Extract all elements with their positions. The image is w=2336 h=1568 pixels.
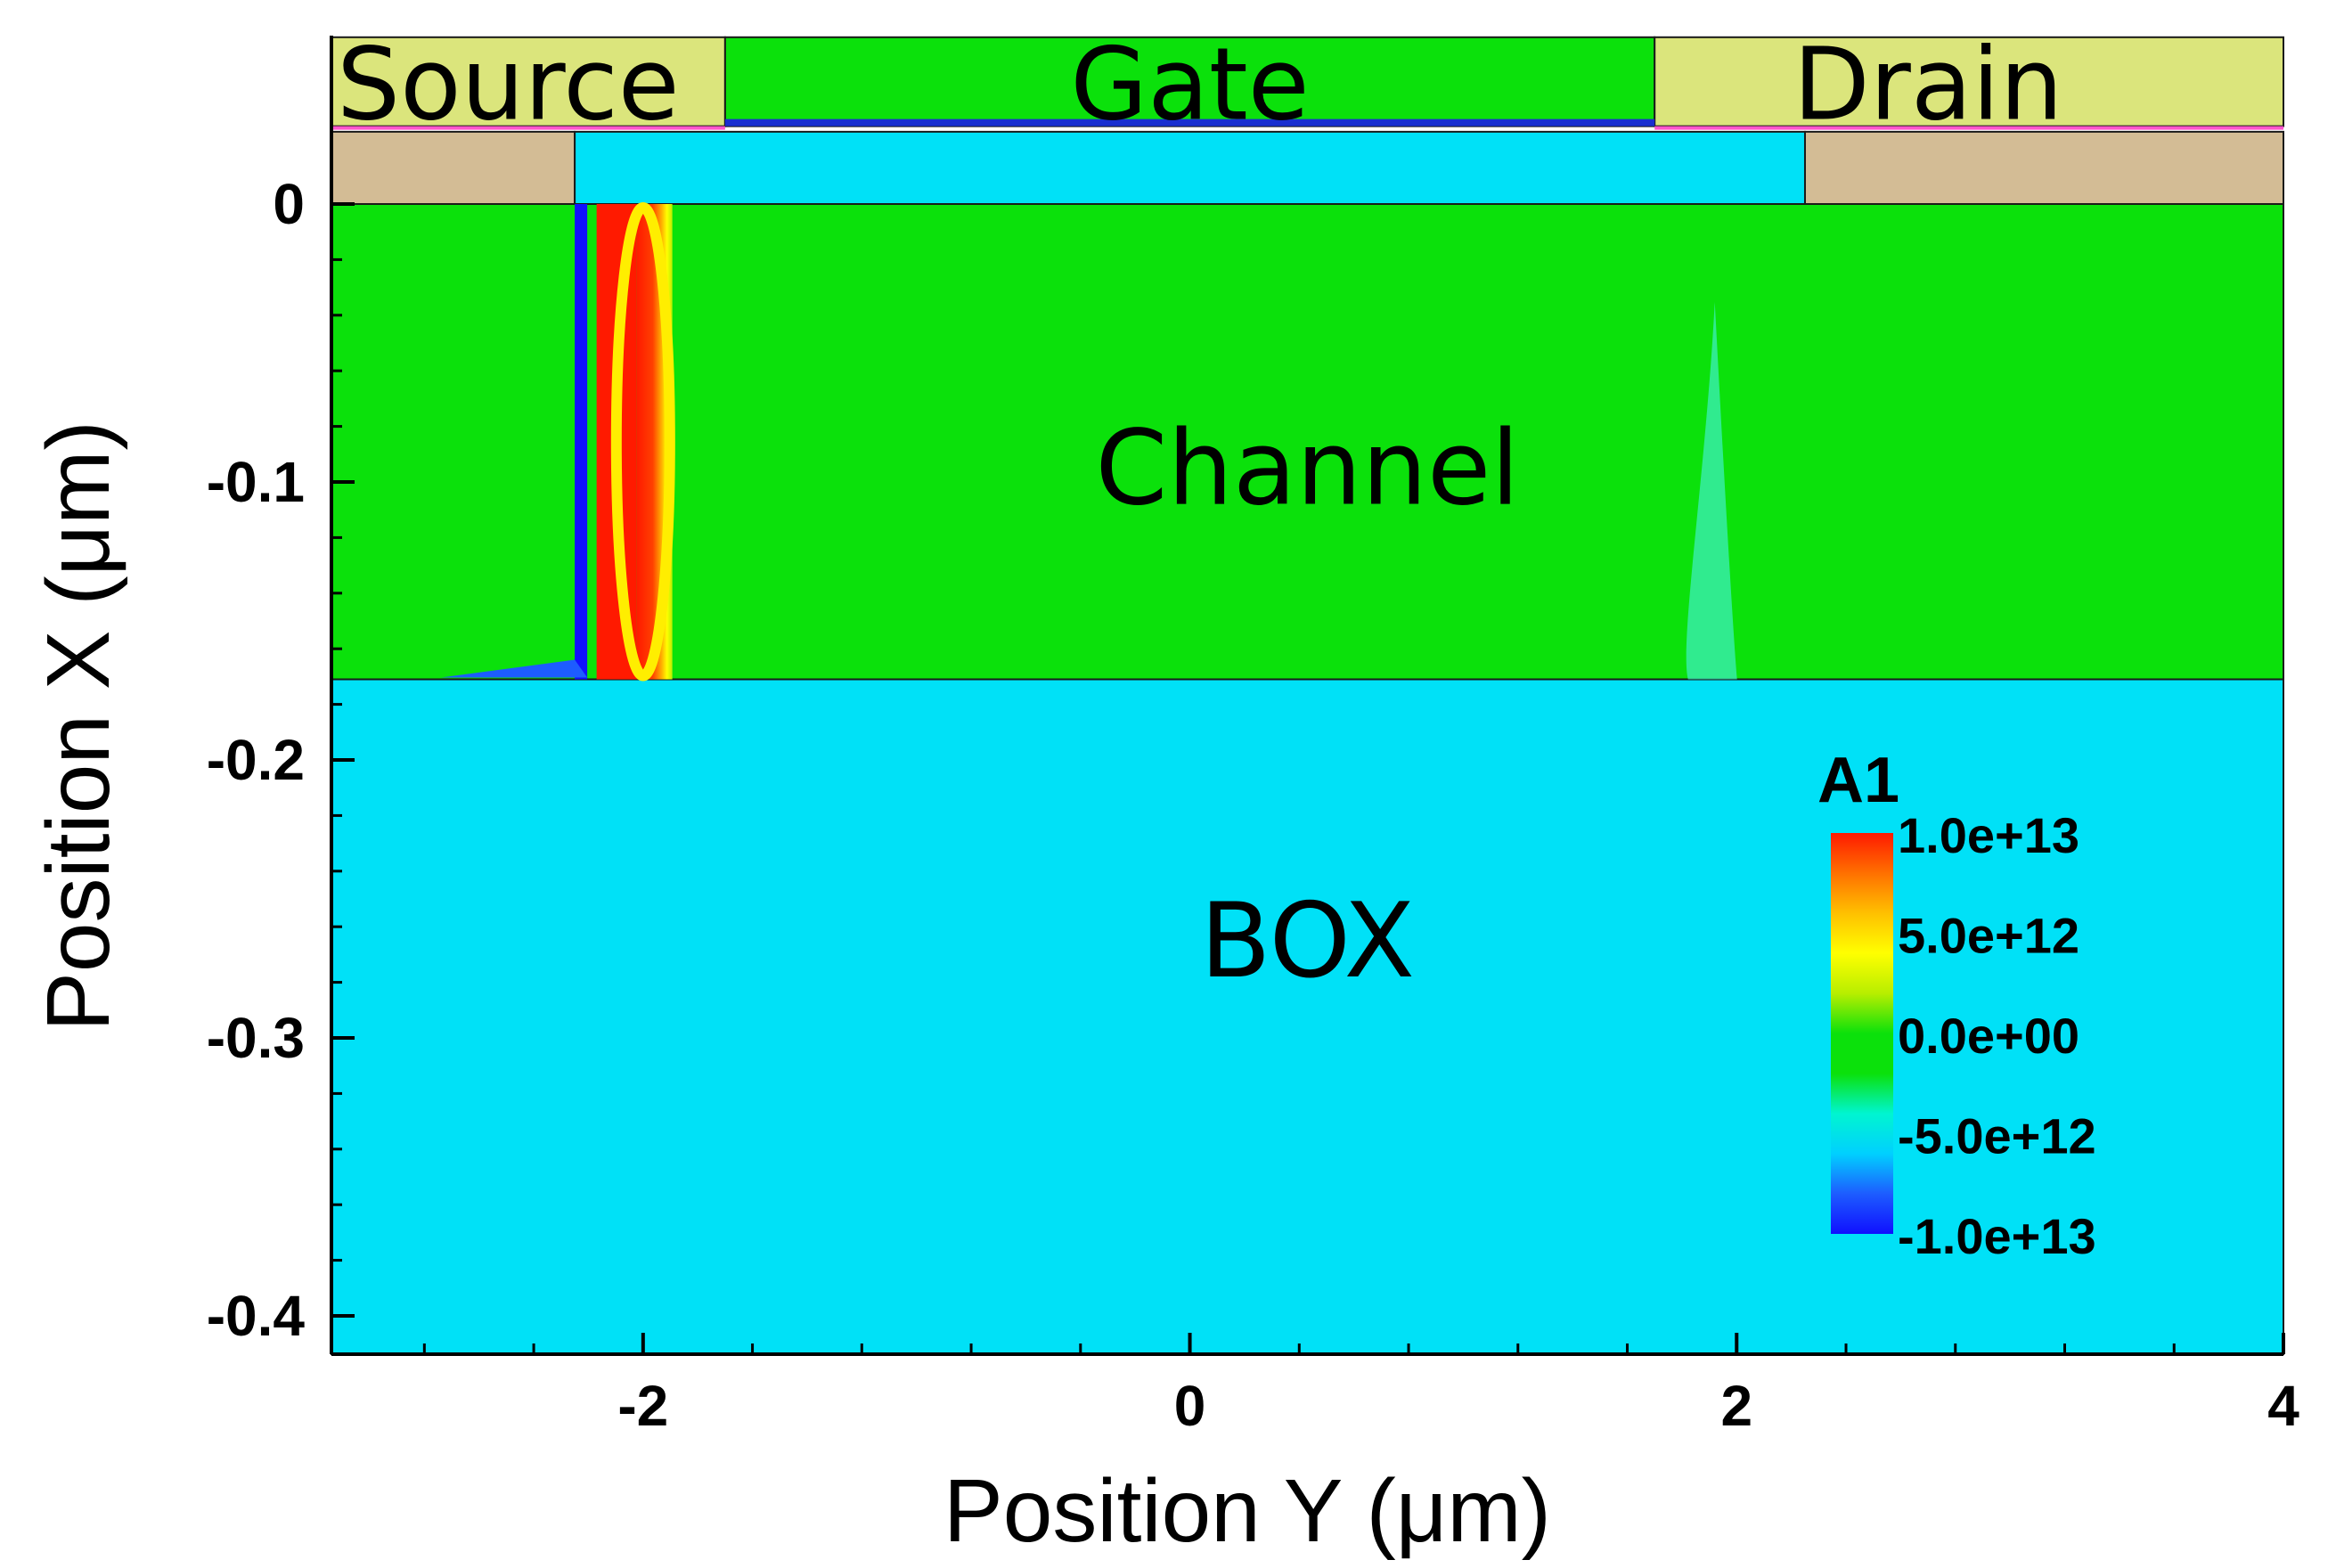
region-spacer-drain xyxy=(1803,130,2285,206)
region-source xyxy=(331,36,726,127)
region-label-source: Source xyxy=(337,28,680,143)
hot-band-ring xyxy=(610,202,675,682)
y-axis-ticks: 0 -0.1 -0.2 -0.3 -0.4 xyxy=(207,172,355,1348)
y-tick-label: 0 xyxy=(273,172,305,236)
field-features xyxy=(331,118,2283,682)
gate-bottom-strip xyxy=(724,118,1655,127)
colorbar-tick-label: 1.0e+13 xyxy=(1898,807,2079,863)
region-box xyxy=(331,678,2284,1355)
region-label-gate: Gate xyxy=(1070,28,1309,143)
region-label-drain: Drain xyxy=(1793,28,2063,143)
x-axis-ticks: -2 0 2 4 xyxy=(422,1333,2299,1438)
y-tick-label: -0.1 xyxy=(207,450,305,514)
region-drain xyxy=(1654,36,2284,127)
region-labels: Source Gate Drain Channel BOX xyxy=(337,28,2063,1001)
y-tick-label: -0.3 xyxy=(207,1006,305,1070)
colorbar-swatch xyxy=(1831,833,1893,1234)
x-tick-label: 2 xyxy=(1720,1374,1752,1438)
drain-plume xyxy=(1686,302,1737,680)
colorbar-tick-label: 0.0e+00 xyxy=(1898,1008,2079,1064)
y-tick-label: -0.4 xyxy=(207,1284,306,1348)
source-edge-tail xyxy=(441,659,588,678)
colorbar-ticks: 1.0e+13 5.0e+12 0.0e+00 -5.0e+12 -1.0e+13 xyxy=(1898,807,2096,1264)
region-spacer-source xyxy=(331,130,576,206)
region-gate xyxy=(723,36,1656,127)
colorbar: A1 1.0e+13 5.0e+12 0.0e+00 -5.0e+12 -1.0e+13 xyxy=(1817,745,2096,1264)
region-label-box: BOX xyxy=(1200,881,1415,1001)
region-label-channel: Channel xyxy=(1095,408,1519,528)
x-tick-label: 4 xyxy=(2267,1374,2299,1438)
x-tick-label: 0 xyxy=(1174,1374,1206,1438)
colorbar-tick-label: 5.0e+12 xyxy=(1898,908,2079,964)
colorbar-title: A1 xyxy=(1817,745,1899,816)
x-tick-label: -2 xyxy=(617,1374,668,1438)
plot-frame xyxy=(330,36,2283,1356)
x-axis-title: Position Y (μm) xyxy=(943,1461,1551,1561)
region-gate-oxide xyxy=(574,130,1806,206)
y-tick-label: -0.2 xyxy=(207,728,305,792)
y-axis-title: Position X (μm) xyxy=(29,421,128,1032)
colorbar-tick-label: -5.0e+12 xyxy=(1898,1108,2096,1164)
colorbar-tick-label: -1.0e+13 xyxy=(1898,1208,2096,1264)
source-edge-strip xyxy=(575,204,588,680)
